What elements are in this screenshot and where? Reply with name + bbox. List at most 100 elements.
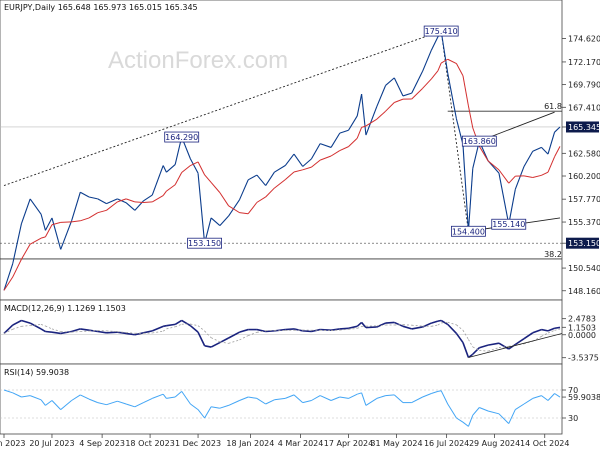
price-segment [189,158,199,174]
price-segment [29,198,42,215]
price-label-text: 153.150 [188,239,221,248]
macd-signal-segment [441,321,448,324]
macd-tick-label: 2.4783 [568,315,596,324]
price-label-text: 154.400 [452,227,485,236]
rsi-segment [547,393,555,401]
rsi-segment [248,396,258,399]
rsi-segment [88,398,98,404]
moving-average-segment [356,127,363,139]
macd-segment [45,330,53,333]
macd-signal-segment [40,324,46,327]
rsi-segment [339,396,349,399]
macd-segment [393,321,404,328]
rsi-tick-label: 70 [568,386,578,395]
price-segment [125,202,136,211]
rsi-segment [361,392,367,406]
price-labels: 175.410 164.290 163.860 153.150 154.400 155.1… [164,25,527,249]
macd-segment [479,344,489,349]
price-segment [219,215,229,226]
price-label-box [164,131,200,143]
moving-average-segment [21,243,31,260]
rsi-segment [125,403,135,408]
moving-average-segment [256,196,266,203]
moving-average-segment [106,201,118,211]
rsi-label: RSI(14) 59.9038 [4,368,69,377]
swing-line-dotted [440,30,469,232]
rsi-segment [411,396,423,404]
macd-segment [80,328,90,332]
rsi-segment [357,392,362,395]
channel-line-dotted [3,30,442,186]
rsi-segment [97,402,107,406]
rsi-segment [181,391,191,405]
macd-segment [71,328,81,333]
moving-average-segment [12,259,22,278]
rsi-segment [60,400,72,410]
price-segment [310,143,321,160]
price-tick-label: 148.160 [568,287,600,296]
macd-signal-segment [162,328,167,332]
macd-segment [330,328,340,332]
rsi-segment [204,406,212,419]
price-label-text: 164.290 [165,133,198,142]
moving-average-segment [219,192,229,207]
moving-average-segment [181,165,191,173]
price-label-box [451,225,486,237]
price-segment [197,173,206,244]
rsi-segment [376,395,386,399]
price-segment [162,165,167,173]
price-label-box [491,218,527,230]
date-tick-label: 16 Jul 2024 [424,439,469,448]
macd-signal-segment [204,330,212,338]
macd-signal-segment [523,340,533,345]
moving-average-segment [265,187,275,198]
rsi-segment [228,400,240,406]
macd-tick-label: 1.1503 [568,323,596,332]
rsi-segment [422,393,432,398]
moving-average-segment [274,179,286,189]
macd-tick-label: 0.0000 [568,331,596,340]
rsi-segment [472,407,480,416]
price-segment [361,93,367,136]
rsi-segment [311,395,321,401]
macd-segment [151,325,164,332]
macd-segment [117,331,127,335]
rsi-segment [508,409,516,424]
moving-average-segment [134,201,144,204]
macd-signal-segment [472,346,480,351]
rsi-segment [523,397,534,405]
moving-average-segment [478,145,489,162]
macd-segment [12,319,22,326]
price-segment [238,179,249,201]
macd-signal-segment [219,341,229,344]
price-label-text: 155.140 [492,220,525,229]
macd-segment [402,325,412,330]
moving-average-segment [554,146,561,158]
price-series [3,30,561,291]
price-label-box [423,25,459,37]
macd-signal-segment [468,339,474,348]
date-tick-label: 1 Dec 2023 [175,439,221,448]
date-tick-label: 29 Aug 2024 [469,439,520,448]
rsi-segment [162,393,167,399]
price-label-text: 175.410 [425,27,458,36]
macd-segment [106,331,118,334]
price-segment [339,129,349,134]
macd-signal-segment [256,330,266,333]
price-tick-label: 167.410 [568,103,600,112]
macd-segment [97,330,107,334]
price-segment [319,143,332,148]
moving-average-segment [302,166,312,171]
macd-signal-segment [376,324,386,327]
macd-segment [376,322,386,328]
rsi-segment [117,400,127,405]
macd-label: MACD(12,26,9) 1.1269 1.1503 [4,304,126,313]
price-segment [498,173,510,225]
macd-signal-segment [51,328,61,332]
date-tick-label: 14 Oct 2024 [520,439,569,448]
macd-segment [265,330,275,333]
moving-average-segment [197,161,206,176]
moving-average-segment [541,171,549,176]
macd-segment [125,332,135,336]
